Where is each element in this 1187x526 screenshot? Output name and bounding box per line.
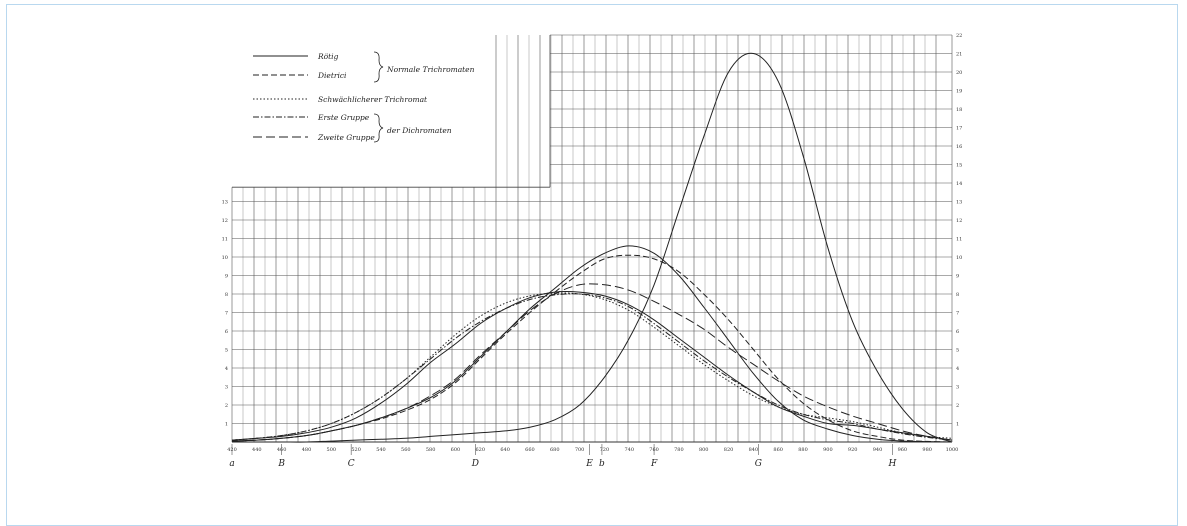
spectral-line-label: b xyxy=(599,459,605,469)
right-y-tick-label: 3 xyxy=(956,385,959,391)
right-y-tick-label: 12 xyxy=(956,218,962,224)
right-y-tick-label: 5 xyxy=(956,348,959,354)
x-tick-label: 640 xyxy=(500,447,510,453)
left-y-tick-label: 1 xyxy=(225,422,228,428)
x-tick-label: 780 xyxy=(674,447,684,453)
right-y-tick-label: 14 xyxy=(956,181,962,187)
x-tick-label: 840 xyxy=(749,447,759,453)
legend-label-0: Rötig xyxy=(317,52,339,61)
legend-brace xyxy=(373,113,384,143)
right-y-tick-label: 8 xyxy=(956,292,959,298)
right-y-tick-label: 22 xyxy=(956,33,962,39)
right-y-tick-label: 1 xyxy=(956,422,959,428)
x-tick-label: 700 xyxy=(575,447,585,453)
right-y-tick-label: 13 xyxy=(956,200,962,206)
right-y-tick-label: 18 xyxy=(956,107,962,113)
left-y-tick-label: 11 xyxy=(222,237,228,243)
x-tick-label: 880 xyxy=(798,447,808,453)
spectral-line-label: H xyxy=(887,459,896,469)
legend-brace xyxy=(373,51,384,83)
left-y-tick-label: 2 xyxy=(225,403,228,409)
right-y-tick-label: 17 xyxy=(956,126,962,132)
spectral-distribution-chart: 420 440 460 480 500 520 540 560 580 600 620 640 660 6… xyxy=(222,33,963,469)
left-y-tick-label: 13 xyxy=(222,200,228,206)
x-tick-label: 500 xyxy=(327,447,337,453)
spectral-line-label: D xyxy=(471,459,479,469)
x-tick-label: 740 xyxy=(624,447,634,453)
x-tick-label: 620 xyxy=(476,447,486,453)
right-y-tick-label: 9 xyxy=(956,274,959,280)
left-y-tick-label: 8 xyxy=(225,292,228,298)
left-y-tick-label: 7 xyxy=(225,311,228,317)
x-tick-label: 440 xyxy=(252,447,262,453)
x-tick-label: 860 xyxy=(773,447,783,453)
right-y-tick-label: 19 xyxy=(956,89,962,95)
right-y-tick-label: 21 xyxy=(956,52,962,58)
x-tick-label: 660 xyxy=(525,447,535,453)
chart-legend: Rötig Dietrici Schwächlicherer Trichroma… xyxy=(253,51,475,143)
spectral-line-label: G xyxy=(755,459,762,469)
left-y-tick-label: 10 xyxy=(222,255,228,261)
series-line-3 xyxy=(231,293,953,441)
x-tick-label: 960 xyxy=(898,447,908,453)
right-y-tick-label: 6 xyxy=(956,329,959,335)
spectral-line-label: F xyxy=(650,459,658,469)
left-y-tick-label: 9 xyxy=(225,274,228,280)
spectral-line-label: B xyxy=(277,459,285,469)
legend-group-label-1: der Dichromaten xyxy=(387,126,452,135)
spectral-line-label: C xyxy=(348,459,355,469)
right-y-tick-label: 10 xyxy=(956,255,962,261)
x-tick-label: 820 xyxy=(724,447,734,453)
series-line-4 xyxy=(231,283,953,442)
right-y-tick-label: 11 xyxy=(956,237,962,243)
x-tick-label: 900 xyxy=(823,447,833,453)
spectral-line-label: E xyxy=(585,459,593,469)
legend-group-label-0: Normale Trichromaten xyxy=(386,65,475,74)
x-tick-label: 480 xyxy=(302,447,312,453)
legend-label-3: Erste Gruppe xyxy=(317,113,370,122)
x-tick-label: 1000 xyxy=(946,447,959,453)
left-y-tick-label: 6 xyxy=(225,329,228,335)
left-y-tick-label: 5 xyxy=(225,348,228,354)
chart-axes: 420 440 460 480 500 520 540 560 580 600 620 640 660 6… xyxy=(222,33,963,469)
x-tick-label: 600 xyxy=(451,447,461,453)
x-tick-label: 720 xyxy=(600,447,610,453)
left-y-tick-label: 4 xyxy=(225,366,228,372)
x-tick-label: 560 xyxy=(401,447,411,453)
spectral-line-label: a xyxy=(229,459,234,469)
x-tick-label: 680 xyxy=(550,447,560,453)
right-y-tick-label: 20 xyxy=(956,70,962,76)
right-y-tick-label: 16 xyxy=(956,144,962,150)
legend-label-4: Zweite Gruppe xyxy=(317,133,375,142)
x-tick-label: 980 xyxy=(922,447,932,453)
left-y-tick-label: 12 xyxy=(222,218,228,224)
x-tick-label: 520 xyxy=(351,447,361,453)
series-line-1 xyxy=(231,254,953,443)
legend-label-1: Dietrici xyxy=(317,71,347,80)
chart-curves xyxy=(231,52,953,443)
x-tick-label: 540 xyxy=(376,447,386,453)
series-line-5 xyxy=(232,52,953,443)
right-y-tick-label: 2 xyxy=(956,403,959,409)
x-tick-label: 800 xyxy=(699,447,709,453)
right-y-tick-label: 15 xyxy=(956,163,962,169)
x-tick-label: 920 xyxy=(848,447,858,453)
x-tick-label: 940 xyxy=(873,447,883,453)
chart-grid xyxy=(231,34,953,443)
right-y-tick-label: 4 xyxy=(956,366,959,372)
series-line-2 xyxy=(231,292,953,441)
left-y-tick-label: 3 xyxy=(225,385,228,391)
series-line-6 xyxy=(231,291,953,441)
x-tick-label: 580 xyxy=(426,447,436,453)
legend-label-2: Schwächlicherer Trichromat xyxy=(318,95,428,104)
right-y-tick-label: 7 xyxy=(956,311,959,317)
